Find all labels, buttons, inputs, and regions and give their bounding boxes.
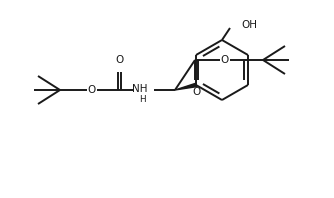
Text: O: O — [116, 55, 124, 65]
Polygon shape — [175, 83, 196, 90]
Text: NH: NH — [133, 84, 148, 94]
Text: O: O — [193, 87, 201, 97]
Text: H: H — [139, 95, 146, 104]
Text: O: O — [88, 85, 96, 95]
Text: O: O — [221, 55, 229, 65]
Text: OH: OH — [241, 20, 257, 30]
